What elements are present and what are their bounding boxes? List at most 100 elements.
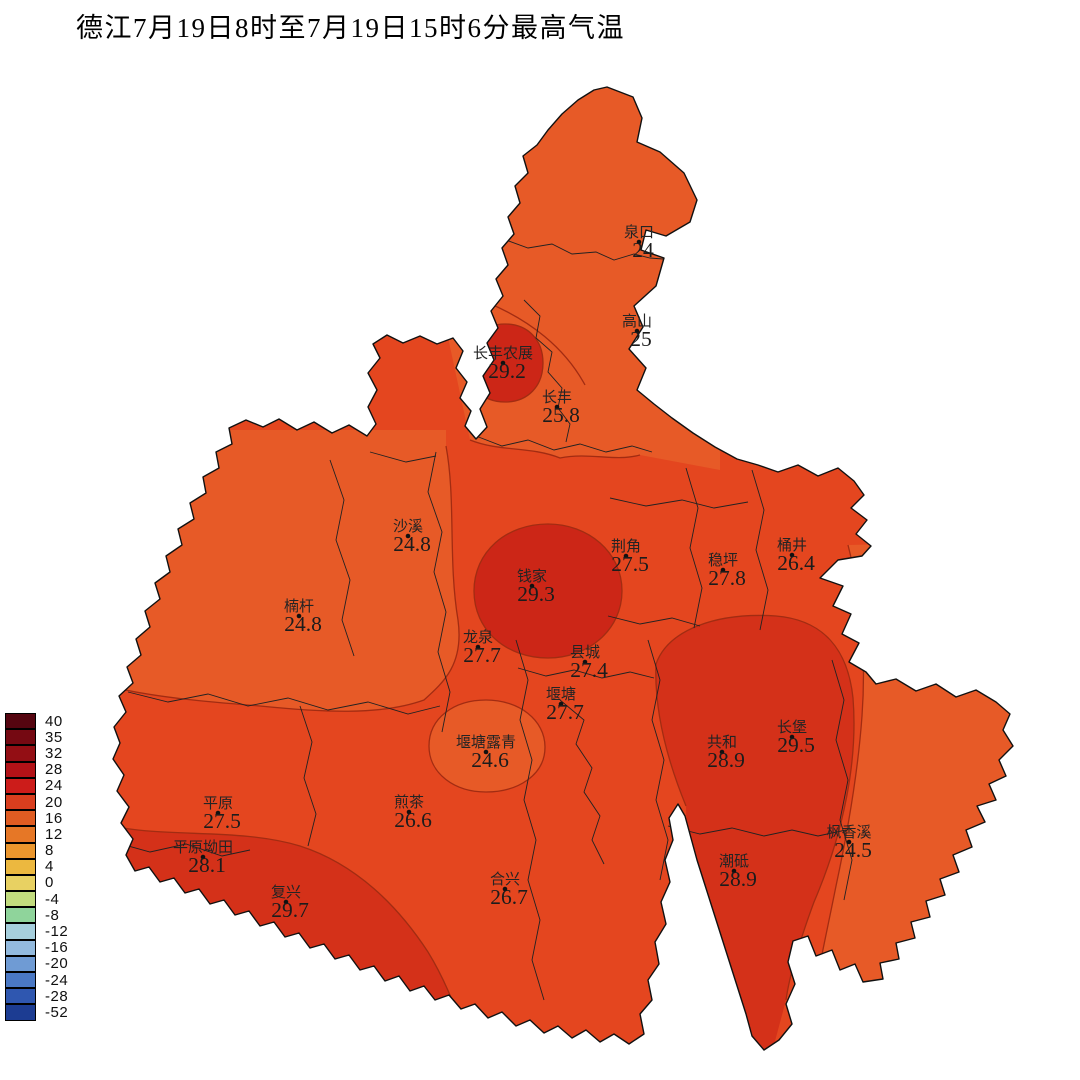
colorbar-swatch xyxy=(5,713,36,730)
station-dot xyxy=(846,839,852,845)
station-value: 24 xyxy=(632,238,654,262)
colorbar-level: 4 xyxy=(5,858,68,876)
station-dot xyxy=(789,552,795,558)
station-dot xyxy=(529,583,535,589)
colorbar-label: -28 xyxy=(45,987,69,1005)
station-name: 桶井 xyxy=(777,537,807,554)
colorbar-level: 12 xyxy=(5,825,68,843)
station-value: 25 xyxy=(630,327,652,351)
station-name: 潮砥 xyxy=(719,853,749,870)
station-dot xyxy=(582,659,588,665)
station-name: 堰塘露青 xyxy=(456,734,516,751)
station-value: 24.8 xyxy=(284,612,322,636)
station-name: 合兴 xyxy=(490,871,520,888)
colorbar-label: 0 xyxy=(45,874,54,892)
colorbar-level: 16 xyxy=(5,810,68,827)
colorbar-level: -4 xyxy=(5,890,68,908)
colorbar-level: -52 xyxy=(5,1003,69,1021)
station-value: 27.8 xyxy=(708,566,746,590)
station-dot xyxy=(719,749,725,755)
station-value: 26.6 xyxy=(394,808,432,832)
station-value: 25.8 xyxy=(542,403,580,427)
colorbar-label: 24 xyxy=(45,777,63,795)
station-name: 荆角 xyxy=(611,538,641,555)
colorbar-swatch xyxy=(5,745,36,762)
colorbar-label: 4 xyxy=(45,858,54,876)
colorbar-level: 20 xyxy=(5,793,68,811)
station-dot xyxy=(623,553,629,559)
station-dot xyxy=(200,854,206,860)
station-value: 26.4 xyxy=(777,551,815,575)
colorbar-level: 24 xyxy=(5,777,68,795)
colorbar-swatch xyxy=(5,761,36,778)
station-dot xyxy=(483,749,489,755)
colorbar-swatch xyxy=(5,842,36,859)
colorbar-swatch xyxy=(5,810,36,827)
colorbar-label: 20 xyxy=(45,793,63,811)
station-name: 堰塘 xyxy=(546,686,576,703)
station-dot xyxy=(475,644,481,650)
colorbar-swatch xyxy=(5,972,36,989)
station-name: 龙泉 xyxy=(463,629,493,646)
station-name: 煎茶 xyxy=(394,794,424,811)
county-outline xyxy=(112,86,1014,1051)
station-dot xyxy=(558,701,564,707)
station-name: 枫香溪 xyxy=(826,824,871,841)
colorbar-swatch xyxy=(5,955,36,972)
station-value: 29.3 xyxy=(517,582,555,606)
colorbar-label: -4 xyxy=(45,890,60,908)
colorbar-level: 40 xyxy=(5,713,68,730)
station-value: 24.5 xyxy=(834,838,872,862)
colorbar-swatch xyxy=(5,793,36,811)
colorbar-swatch xyxy=(5,874,36,892)
station-dot xyxy=(502,886,508,892)
colorbar-label: 12 xyxy=(45,825,63,843)
colorbar-level: 28 xyxy=(5,761,68,778)
station-value: 27.7 xyxy=(546,700,584,724)
station-name: 复兴 xyxy=(271,883,301,901)
station-name: 共和 xyxy=(707,734,737,751)
colorbar-swatch xyxy=(5,826,36,843)
colorbar-swatch xyxy=(5,923,36,940)
station-value: 28.9 xyxy=(719,867,757,891)
colorbar-swatch xyxy=(5,858,36,875)
station-dot xyxy=(554,404,560,410)
colorbar-label: -8 xyxy=(45,906,60,924)
station-dot xyxy=(296,613,302,619)
station-name: 稳坪 xyxy=(708,552,738,569)
colorbar-level: -12 xyxy=(5,923,68,940)
station-value: 26.7 xyxy=(490,885,528,909)
temperature-colorbar: 40 35 32 28 24 20 16 12 8 4 0 -4 -8 -12 -16 -20 -24 -28 -5… xyxy=(5,713,68,1021)
station-value: 28.9 xyxy=(707,748,745,772)
station-name: 楠杆 xyxy=(284,598,314,615)
colorbar-label: -52 xyxy=(45,1003,69,1021)
station-dot xyxy=(283,899,289,905)
station-dot xyxy=(634,328,640,334)
colorbar-swatch xyxy=(5,939,36,956)
colorbar-swatch xyxy=(5,988,36,1005)
colorbar-level: 0 xyxy=(5,874,68,892)
colorbar-label: 8 xyxy=(45,842,54,860)
station-dot xyxy=(731,868,737,874)
station-value: 27.5 xyxy=(203,809,241,833)
colorbar-swatch xyxy=(5,729,36,746)
station-dot xyxy=(405,533,411,539)
station-value: 29.7 xyxy=(271,898,309,922)
station-value: 27.7 xyxy=(463,643,501,667)
